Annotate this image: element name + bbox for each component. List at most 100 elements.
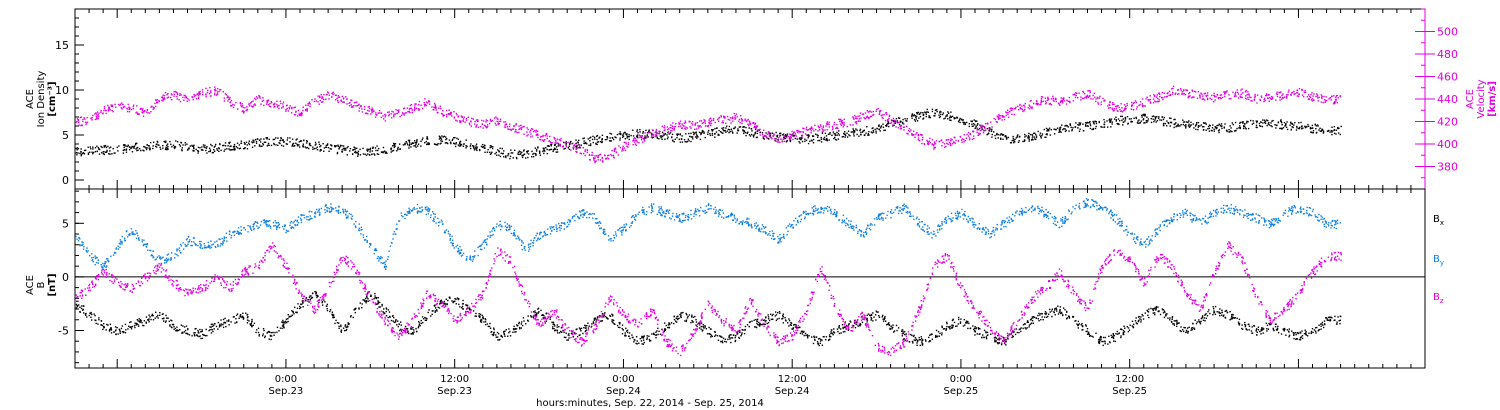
- data-point: [1288, 89, 1290, 91]
- data-point: [157, 141, 159, 143]
- data-point: [773, 133, 775, 136]
- data-point: [545, 320, 548, 322]
- data-point: [1266, 119, 1268, 121]
- data-point: [285, 143, 287, 145]
- data-point: [1133, 117, 1135, 119]
- data-point: [869, 110, 871, 112]
- data-point: [592, 157, 595, 159]
- data-point: [462, 299, 464, 302]
- data-point: [251, 320, 253, 322]
- data-point: [512, 128, 515, 130]
- data-point: [1187, 96, 1189, 99]
- data-point: [931, 108, 934, 111]
- data-point: [103, 326, 106, 328]
- data-point: [95, 112, 97, 114]
- data-point: [146, 144, 148, 146]
- data-point: [315, 292, 317, 294]
- data-point: [812, 128, 814, 130]
- data-point: [552, 322, 555, 324]
- data-point: [619, 146, 622, 149]
- data-point: [1279, 120, 1282, 122]
- data-point: [844, 136, 846, 138]
- data-point: [253, 104, 255, 106]
- data-point: [553, 328, 555, 330]
- data-point: [196, 93, 198, 96]
- data-point: [241, 110, 244, 113]
- data-point: [306, 107, 308, 110]
- data-point: [1200, 124, 1203, 126]
- data-point: [1002, 134, 1005, 136]
- data-point: [76, 154, 78, 156]
- data-point: [505, 328, 508, 331]
- data-point: [1033, 136, 1035, 138]
- data-point: [245, 312, 247, 314]
- data-point: [280, 139, 282, 141]
- data-point: [786, 134, 788, 137]
- data-point: [585, 330, 587, 332]
- data-point: [487, 148, 489, 151]
- data-point: [484, 318, 486, 320]
- data-point: [879, 127, 882, 129]
- data-point: [1157, 92, 1160, 95]
- data-point: [162, 98, 165, 101]
- data-point: [638, 141, 640, 144]
- data-point: [378, 301, 381, 304]
- data-point: [599, 153, 602, 156]
- data-point: [743, 132, 745, 135]
- data-point: [728, 129, 731, 131]
- data-point: [403, 107, 405, 110]
- data-point: [425, 143, 428, 146]
- data-point: [210, 323, 213, 326]
- data-point: [693, 132, 695, 135]
- data-point: [1135, 117, 1138, 120]
- data-point: [843, 118, 845, 121]
- data-point: [746, 132, 749, 135]
- axis-label-line: [cm⁻³]: [47, 81, 58, 116]
- data-point: [1121, 119, 1123, 122]
- data-point: [710, 120, 712, 123]
- data-point: [659, 135, 661, 137]
- data-point: [968, 125, 971, 128]
- data-point: [83, 305, 85, 307]
- data-point: [716, 127, 718, 129]
- data-point: [963, 121, 965, 124]
- data-point: [374, 154, 376, 156]
- data-point: [1093, 123, 1095, 125]
- data-point: [1209, 97, 1211, 100]
- data-point: [738, 120, 740, 122]
- data-point: [295, 311, 297, 313]
- data-point: [794, 134, 796, 137]
- data-point: [544, 150, 546, 152]
- data-point: [1281, 98, 1283, 100]
- data-point: [1098, 121, 1101, 124]
- data-point: [881, 116, 883, 119]
- data-point: [724, 130, 726, 132]
- data-point: [663, 134, 665, 137]
- data-point: [567, 334, 570, 336]
- data-point: [400, 324, 402, 326]
- data-point: [382, 311, 384, 313]
- data-point: [443, 300, 446, 303]
- data-point: [239, 313, 242, 316]
- data-point: [631, 334, 633, 336]
- data-point: [636, 340, 638, 342]
- data-point: [230, 145, 232, 147]
- data-point: [690, 127, 692, 129]
- data-point: [689, 121, 691, 123]
- data-point: [229, 96, 231, 99]
- data-point: [186, 143, 188, 145]
- data-point: [823, 138, 826, 141]
- data-point: [402, 144, 405, 146]
- data-point: [646, 134, 648, 136]
- data-point: [591, 138, 594, 141]
- data-point: [372, 146, 374, 148]
- data-point: [86, 116, 88, 119]
- data-point: [1228, 98, 1231, 100]
- data-point: [994, 134, 996, 137]
- tick-label: 0: [62, 271, 69, 284]
- data-point: [298, 144, 300, 146]
- data-point: [745, 126, 747, 129]
- data-point: [1301, 89, 1304, 91]
- data-point: [486, 126, 488, 128]
- data-point: [415, 143, 417, 146]
